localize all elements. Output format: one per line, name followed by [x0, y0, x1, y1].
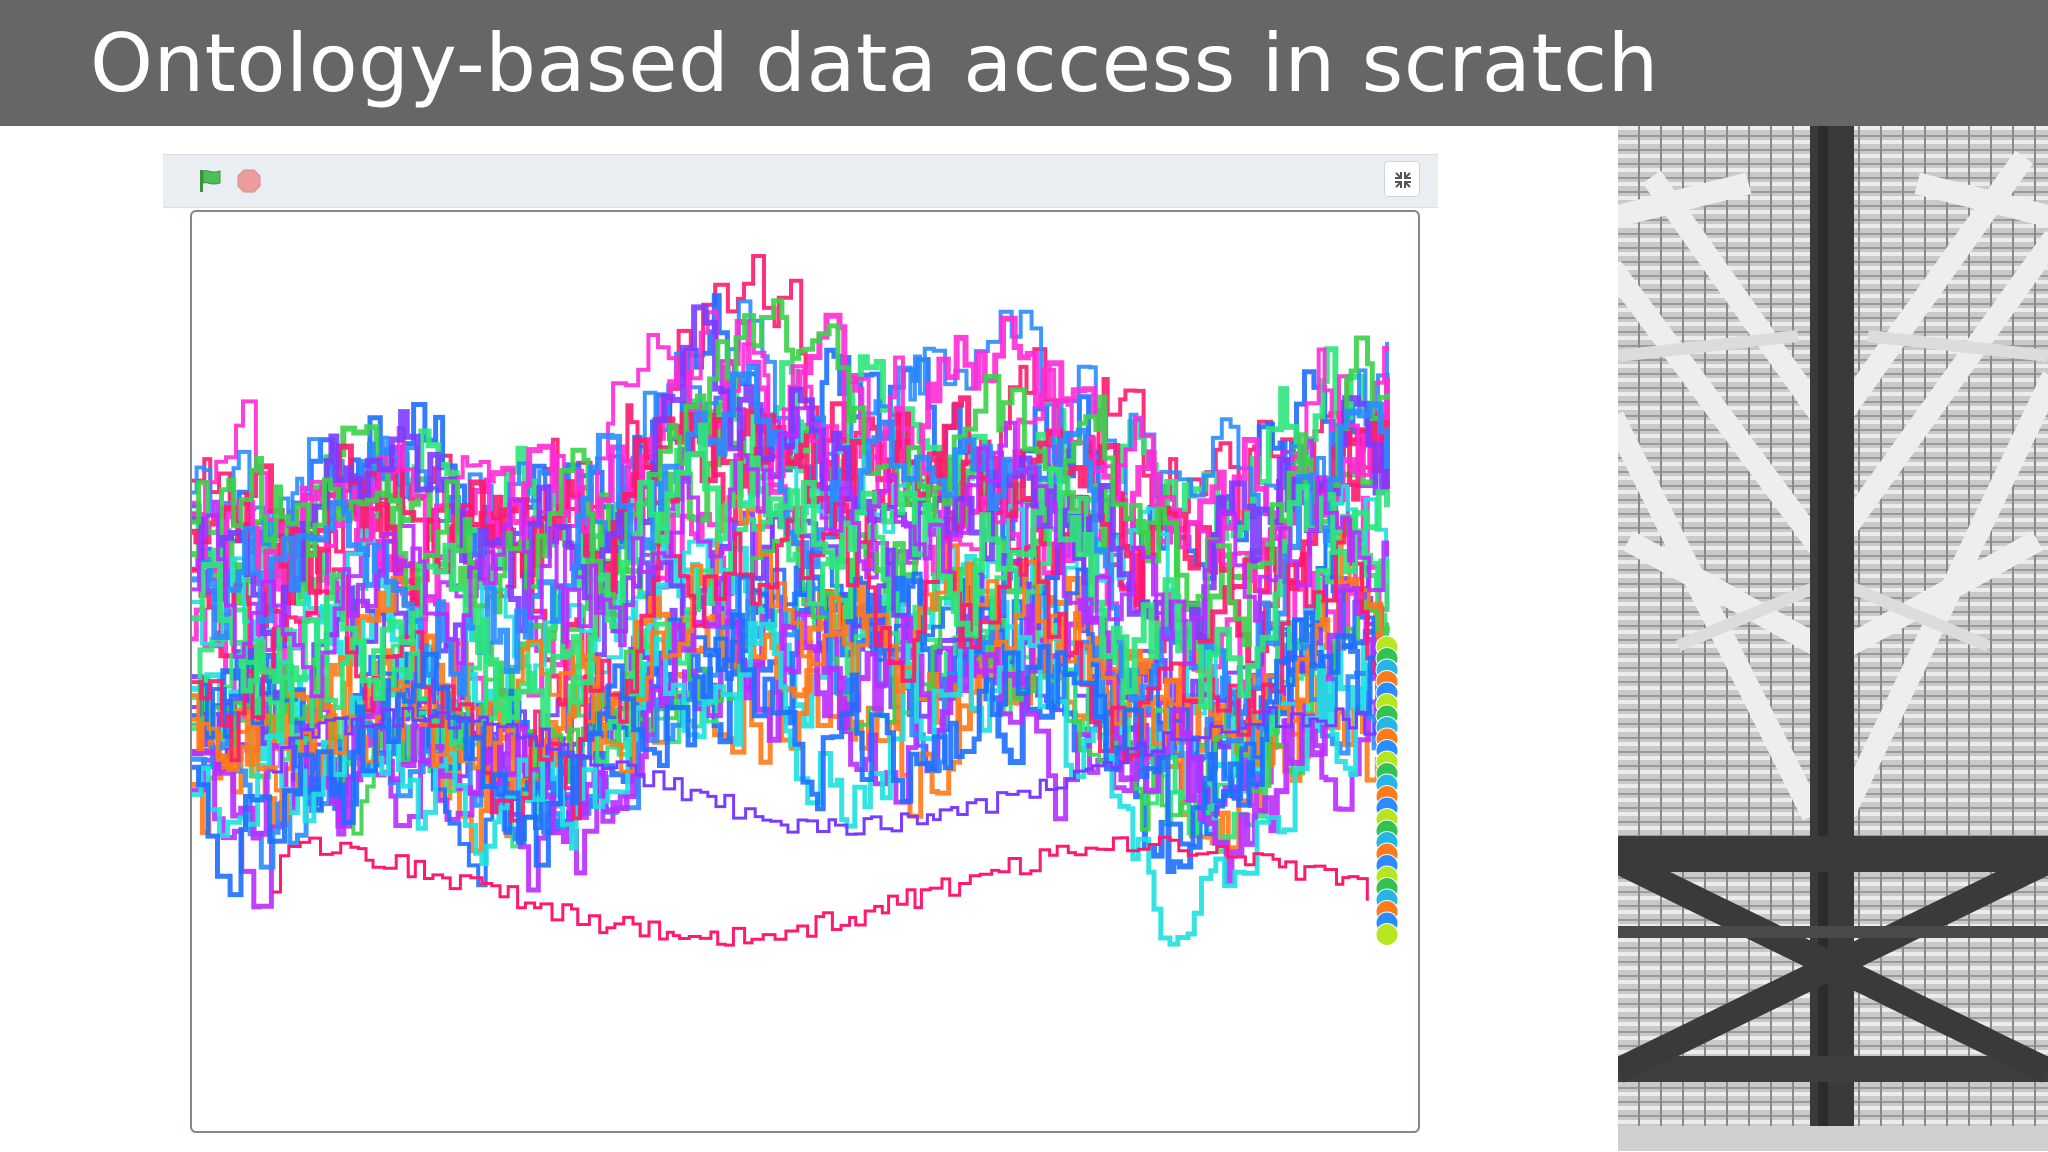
stage-drawing	[192, 254, 1399, 947]
pen-trace	[272, 706, 1377, 836]
title-bar: Ontology-based data access in scratch	[0, 0, 2048, 126]
truss-structure-photo	[1618, 126, 2048, 1151]
pen-trace	[192, 406, 1389, 699]
scratch-toolbar	[163, 154, 1438, 208]
pen-trace	[192, 310, 1389, 584]
green-flag-icon[interactable]	[197, 168, 223, 194]
pen-trace	[192, 575, 1390, 885]
pen-trace	[192, 298, 1390, 648]
fullscreen-exit-icon	[1395, 172, 1411, 188]
sprite-dot[interactable]	[1375, 923, 1399, 946]
stop-icon[interactable]	[237, 169, 261, 193]
pen-trace	[272, 835, 1369, 947]
pen-trace	[192, 502, 1389, 823]
pen-trace	[192, 610, 1390, 898]
fullscreen-exit-button[interactable]	[1384, 161, 1420, 197]
slide-title: Ontology-based data access in scratch	[90, 17, 1659, 110]
scratch-stage[interactable]	[190, 210, 1420, 1133]
